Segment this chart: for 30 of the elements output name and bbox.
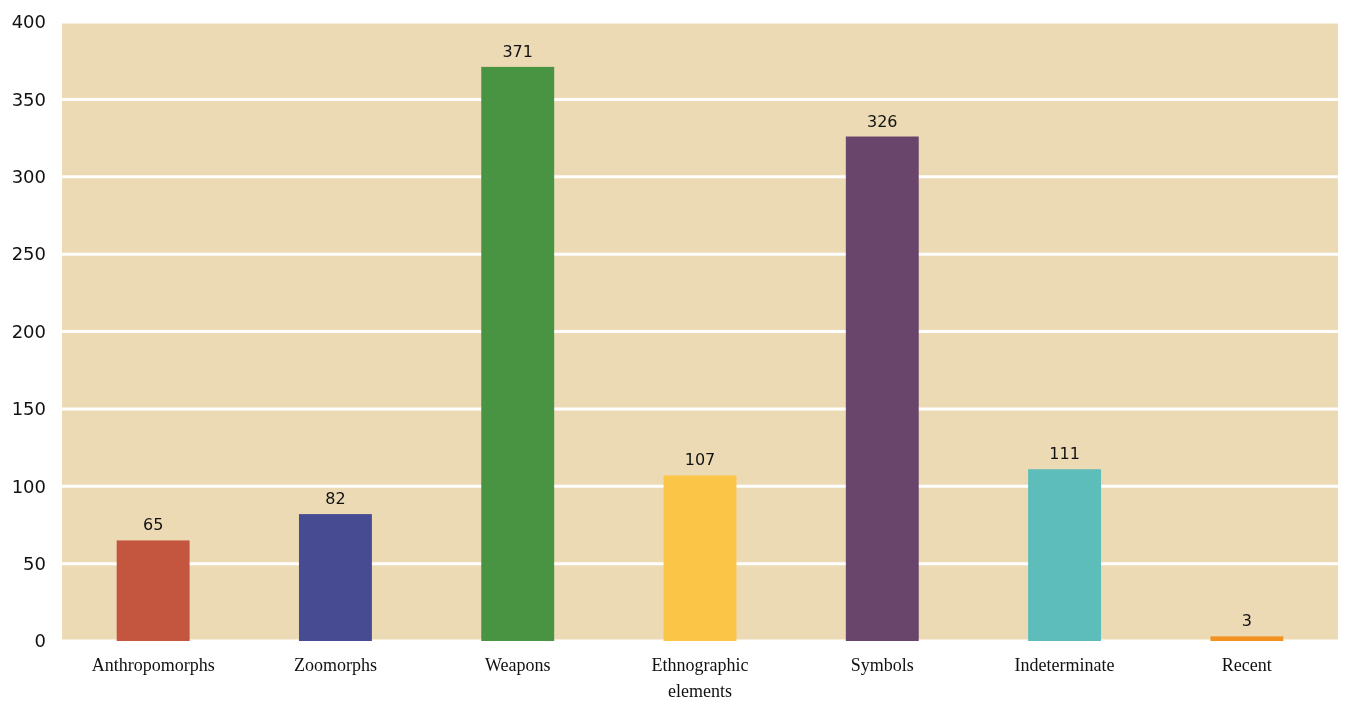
data-label: 371 (502, 41, 533, 61)
y-tick-label: 100 (11, 475, 46, 497)
x-tick-label: Recent (1221, 655, 1272, 675)
data-label: 107 (684, 450, 716, 470)
bar (298, 514, 372, 641)
bar (663, 475, 737, 641)
y-tick-label: 0 (34, 630, 46, 652)
x-tick-label: Anthropomorphs (91, 655, 215, 675)
y-tick-label: 350 (11, 88, 46, 110)
data-label: 111 (1049, 444, 1080, 464)
y-tick-label: 300 (11, 166, 46, 188)
y-tick-label: 400 (11, 11, 46, 33)
data-label: 82 (325, 489, 346, 509)
bar (1028, 469, 1102, 641)
y-tick-label: 200 (11, 320, 46, 342)
x-tick-label: Weapons (484, 655, 551, 675)
x-tick-label: Indeterminate (1014, 655, 1115, 675)
y-tick-label: 250 (11, 243, 46, 265)
data-label: 3 (1241, 611, 1252, 631)
bar (845, 136, 919, 641)
x-tick-label: Zoomorphs (293, 655, 377, 675)
data-label: 65 (142, 515, 164, 535)
x-tick-label: Ethnographic elements (651, 655, 749, 701)
bar (116, 540, 190, 641)
y-tick-label: 50 (23, 552, 46, 574)
bar (481, 66, 555, 641)
x-tick-label: Symbols (850, 655, 914, 675)
bar (1210, 636, 1284, 641)
y-tick-label: 150 (11, 398, 46, 420)
data-label: 326 (867, 111, 898, 131)
